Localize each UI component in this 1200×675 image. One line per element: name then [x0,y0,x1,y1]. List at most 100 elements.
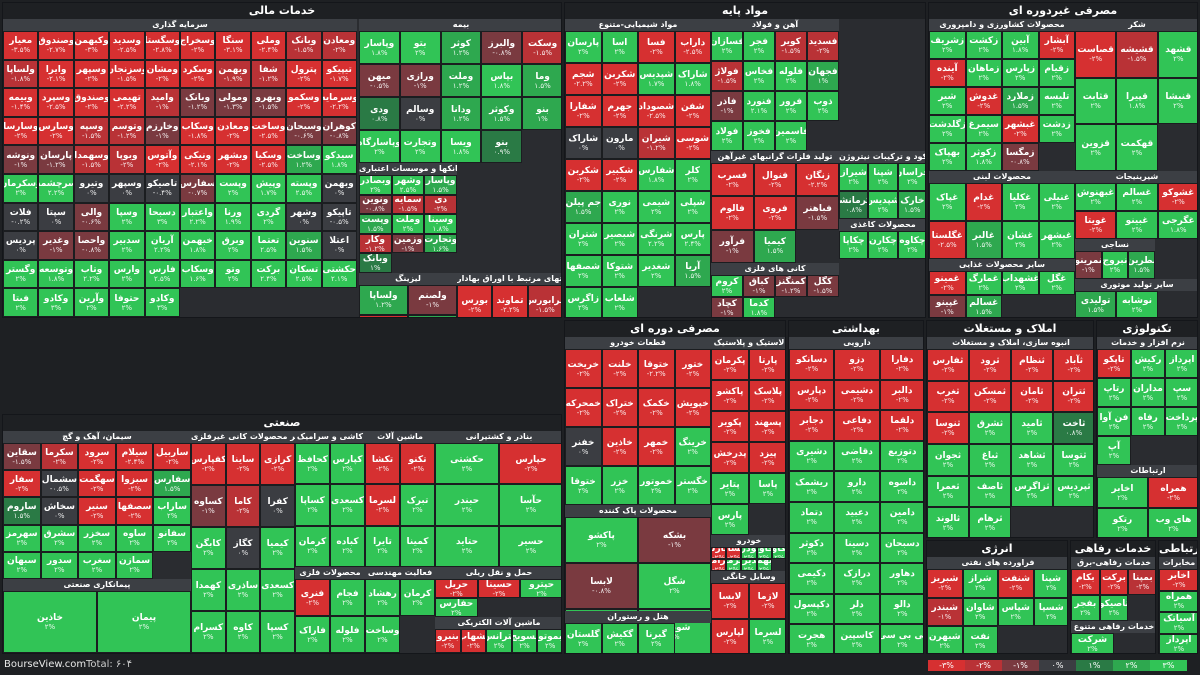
stock-tile[interactable]: خرینگ ۲% [674,427,711,466]
stock-tile[interactable]: فرابورس-۱.۵% [527,285,561,317]
stock-tile[interactable]: بشهاب-۲% [460,629,487,653]
stock-tile[interactable]: گبرنا ۲% [638,623,675,653]
stock-tile[interactable]: دسینا ۲% [834,532,880,564]
stock-tile[interactable]: وسکیا -۲.۵% [250,145,287,174]
stock-tile[interactable]: وکبهمن -۳% [73,31,110,60]
group-title[interactable]: ماشین آلات الکتریکی [435,617,561,629]
stock-tile[interactable]: تسکان ۲.۵% [286,259,322,289]
stock-tile[interactable]: وتوسعه ۱.۸% [38,259,74,289]
stock-tile[interactable]: شلعاب ۲% [601,287,638,317]
sector-title[interactable]: خدمات مالی [3,3,561,19]
stock-tile[interactable]: ثپردیس ۲% [1053,475,1093,508]
stock-tile[interactable]: وبانک -۱.۵% [286,31,322,60]
stock-tile[interactable]: غشهداب ۲% [1002,271,1039,295]
stock-tile[interactable]: شاراک ۱.۸% [674,63,711,95]
stock-tile[interactable]: سقاین -۱.۵% [3,443,41,471]
stock-tile[interactable]: خاذین ۲% [3,591,97,653]
stock-tile[interactable]: شبندر -۱% [927,597,963,627]
stock-tile[interactable]: وسالم ۰% [399,97,441,130]
stock-tile[interactable]: اپرداز ۲% [1164,349,1197,378]
stock-tile[interactable]: های وب ۲% [1148,508,1197,537]
stock-tile[interactable]: میهن -۰.۵% [359,64,400,97]
stock-tile[interactable]: دسبحان ۲% [879,532,923,564]
stock-tile[interactable]: غسالم ۱.۵% [965,295,1002,317]
stock-tile[interactable]: وکار -۱.۲% [359,233,392,254]
stock-tile[interactable]: دالبر -۲% [879,379,923,411]
stock-tile[interactable]: آپ ۲% [1097,436,1131,465]
stock-tile[interactable]: ونیکی -۲.۱% [179,145,216,174]
stock-tile[interactable]: شگل ۲% [638,563,711,609]
group-title[interactable]: مخابرات [1159,557,1197,569]
stock-tile[interactable]: سدور ۲% [40,551,79,579]
stock-tile[interactable]: سیمرغ ۲% [965,115,1002,143]
stock-tile[interactable]: پارتا -۲% [749,349,785,380]
stock-tile[interactable]: فباهنر -۱.۵% [796,196,839,230]
stock-tile[interactable]: کدما ۱.۸% [743,297,775,317]
sector-title[interactable]: خدمات رفاهی [1071,541,1155,557]
stock-tile[interactable]: وسکاب ۱.۶% [179,259,216,289]
stock-tile[interactable]: ثزاگرس ۲% [1011,475,1053,508]
stock-tile[interactable]: ثاصف ۲% [969,475,1011,508]
stock-tile[interactable]: لسرما -۲% [365,484,400,526]
stock-tile[interactable]: بنیرو -۲% [435,629,461,653]
stock-tile[interactable]: دپارس -۲% [789,379,835,411]
stock-tile[interactable]: کفپارس -۲% [191,443,226,485]
stock-tile[interactable]: شپنا ۲% [868,163,898,191]
stock-tile[interactable]: زاگرس ۲% [565,287,602,317]
group-title[interactable]: سایر محصولات کانی غیرفلزی [191,431,295,443]
stock-tile[interactable]: همراه ۲% [1159,590,1197,612]
stock-tile[interactable]: کاما -۲% [225,485,261,527]
stock-tile[interactable]: سرود -۲% [78,443,116,471]
stock-tile[interactable]: خراسان۲% [897,163,925,191]
sector-title[interactable]: ارتباطی [1159,541,1197,557]
stock-tile[interactable]: شجم -۲.۲% [565,63,602,95]
stock-tile[interactable]: وشهر ۲.۵% [391,175,425,195]
stock-tile[interactable]: وسینا ۱.۸% [424,214,457,234]
stock-tile[interactable]: دسبحا ۳% [144,202,180,232]
stock-tile[interactable]: بترانس۲% [486,629,512,653]
stock-tile[interactable]: آریا ۱.۵% [674,255,711,287]
stock-tile[interactable]: وسبحان -۰.۶% [286,116,322,146]
sector-title[interactable]: انرژی [927,541,1067,557]
stock-tile[interactable]: شفن -۲% [674,95,711,127]
stock-tile[interactable]: بی بی سی ۲% [879,624,923,653]
stock-tile[interactable]: فاسمین۲% [775,121,807,151]
stock-tile[interactable]: ثاخت ۰.۸% [1053,412,1093,444]
stock-tile[interactable]: فخوز ۲% [743,121,775,151]
stock-tile[interactable]: وملت ۱.۲% [440,64,482,97]
stock-tile[interactable]: وصندوق -۲.۷% [38,31,74,60]
stock-tile[interactable]: سمازن ۲% [115,551,154,579]
stock-tile[interactable]: ثآباد -۲% [1053,349,1093,381]
stock-tile[interactable]: سمایه -۱.۵% [391,194,425,215]
group-title[interactable]: حمل و نقل ریلی [435,567,561,579]
stock-tile[interactable]: ونوشه -۱% [3,145,39,174]
stock-tile[interactable]: گردی ۲% [250,202,287,232]
stock-tile[interactable]: بهپاک ۲% [929,143,966,171]
stock-tile[interactable]: بکام -۲% [1071,569,1100,595]
stock-tile[interactable]: ویسا ۱.۸% [440,130,482,163]
stock-tile[interactable]: کگل -۱.۵% [807,275,839,297]
stock-tile[interactable]: سرچشمه۲.۲% [38,173,74,203]
stock-tile[interactable]: کروم ۲% [711,275,743,297]
stock-tile[interactable]: شراز ۲% [962,569,998,598]
group-title[interactable]: مواد شیمیایی-متنوع [565,19,711,31]
stock-tile[interactable]: شوسی -۲% [674,127,711,159]
stock-tile[interactable]: پارسان -۱.۲% [38,145,74,174]
stock-tile[interactable]: کچاد -۱% [711,297,743,317]
stock-tile[interactable]: وآتوس -۲% [144,145,180,174]
stock-tile[interactable]: دارو ۲% [834,471,880,502]
group-title[interactable]: بانکها و موسسات اعتباری [359,163,457,175]
stock-tile[interactable]: اخابر -۲% [1159,569,1197,591]
stock-tile[interactable]: کاسپین ۲% [834,624,880,653]
stock-tile[interactable]: زگلدشت ۲% [929,115,966,143]
stock-tile[interactable]: فن آوا ۲% [1097,407,1131,436]
stock-tile[interactable]: فسا -۲% [638,31,675,63]
stock-tile[interactable]: قنیشا ۲% [1157,77,1197,125]
group-title[interactable]: نساجی [1075,239,1155,251]
stock-tile[interactable]: پاسا ۲% [749,473,785,504]
stock-tile[interactable]: کابگن ۲% [191,527,226,569]
group-title[interactable]: لاستیک و پلاستیک [711,337,785,349]
stock-tile[interactable]: وبرق ۲% [215,231,251,260]
stock-tile[interactable]: وسکت -۱.۵% [522,31,561,64]
stock-tile[interactable]: پارس ۲% [711,504,749,535]
